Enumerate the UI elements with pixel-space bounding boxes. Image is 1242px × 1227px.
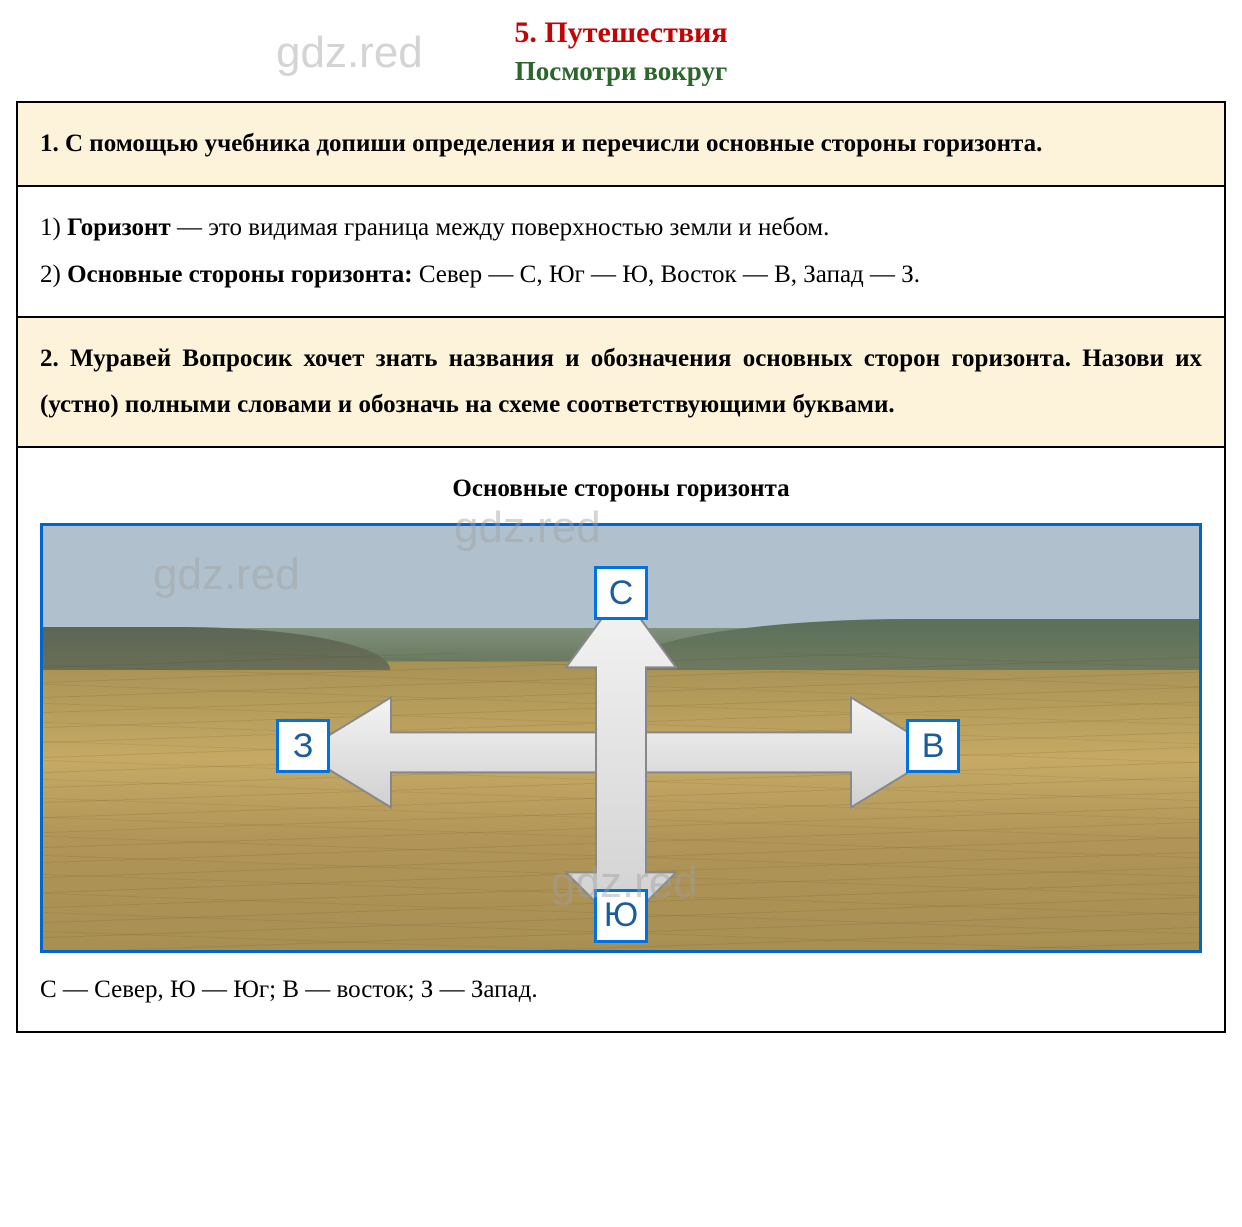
direction-label-south: Ю bbox=[594, 889, 648, 943]
page-header: gdz.red 5. Путешествия Посмотри вокруг bbox=[16, 16, 1226, 101]
answer-line-1: 1) Горизонт — это видимая граница между … bbox=[40, 205, 1202, 251]
direction-label-west: З bbox=[276, 719, 330, 773]
diagram-legend: С — Север, Ю — Юг; В — восток; З — Запад… bbox=[40, 967, 1202, 1013]
term-sides: Основные стороны горизонта: bbox=[67, 261, 412, 288]
task-2-prompt: 2. Муравей Вопросик хочет знать названия… bbox=[17, 317, 1225, 448]
direction-label-east: В bbox=[906, 719, 960, 773]
answer-2-text: Север — С, Юг — Ю, Восток — В, Запад — З… bbox=[413, 261, 920, 288]
task-1-answer: gdz.red 1) Горизонт — это видимая границ… bbox=[17, 186, 1225, 317]
answer-1-text: — это видимая граница между поверхностью… bbox=[171, 214, 830, 241]
worksheet-table: 1. С помощью учебника допиши определения… bbox=[16, 101, 1226, 1033]
task-2-answer: Основные стороны горизонта gdz.red gdz.r… bbox=[17, 447, 1225, 1032]
answer-2-prefix: 2) bbox=[40, 261, 67, 288]
direction-label-north: С bbox=[594, 566, 648, 620]
diagram-title: Основные стороны горизонта bbox=[40, 466, 1202, 512]
answer-line-2: 2) Основные стороны горизонта: Север — С… bbox=[40, 252, 1202, 298]
task-1-prompt: 1. С помощью учебника допиши определения… bbox=[17, 102, 1225, 186]
compass-arrows-icon bbox=[241, 572, 1001, 932]
section-title: 5. Путешествия bbox=[16, 16, 1226, 50]
horizon-diagram: gdz.red gdz.red bbox=[40, 523, 1202, 953]
section-subtitle: Посмотри вокруг bbox=[16, 56, 1226, 87]
answer-1-prefix: 1) bbox=[40, 214, 67, 241]
term-horizon: Горизонт bbox=[67, 214, 171, 241]
